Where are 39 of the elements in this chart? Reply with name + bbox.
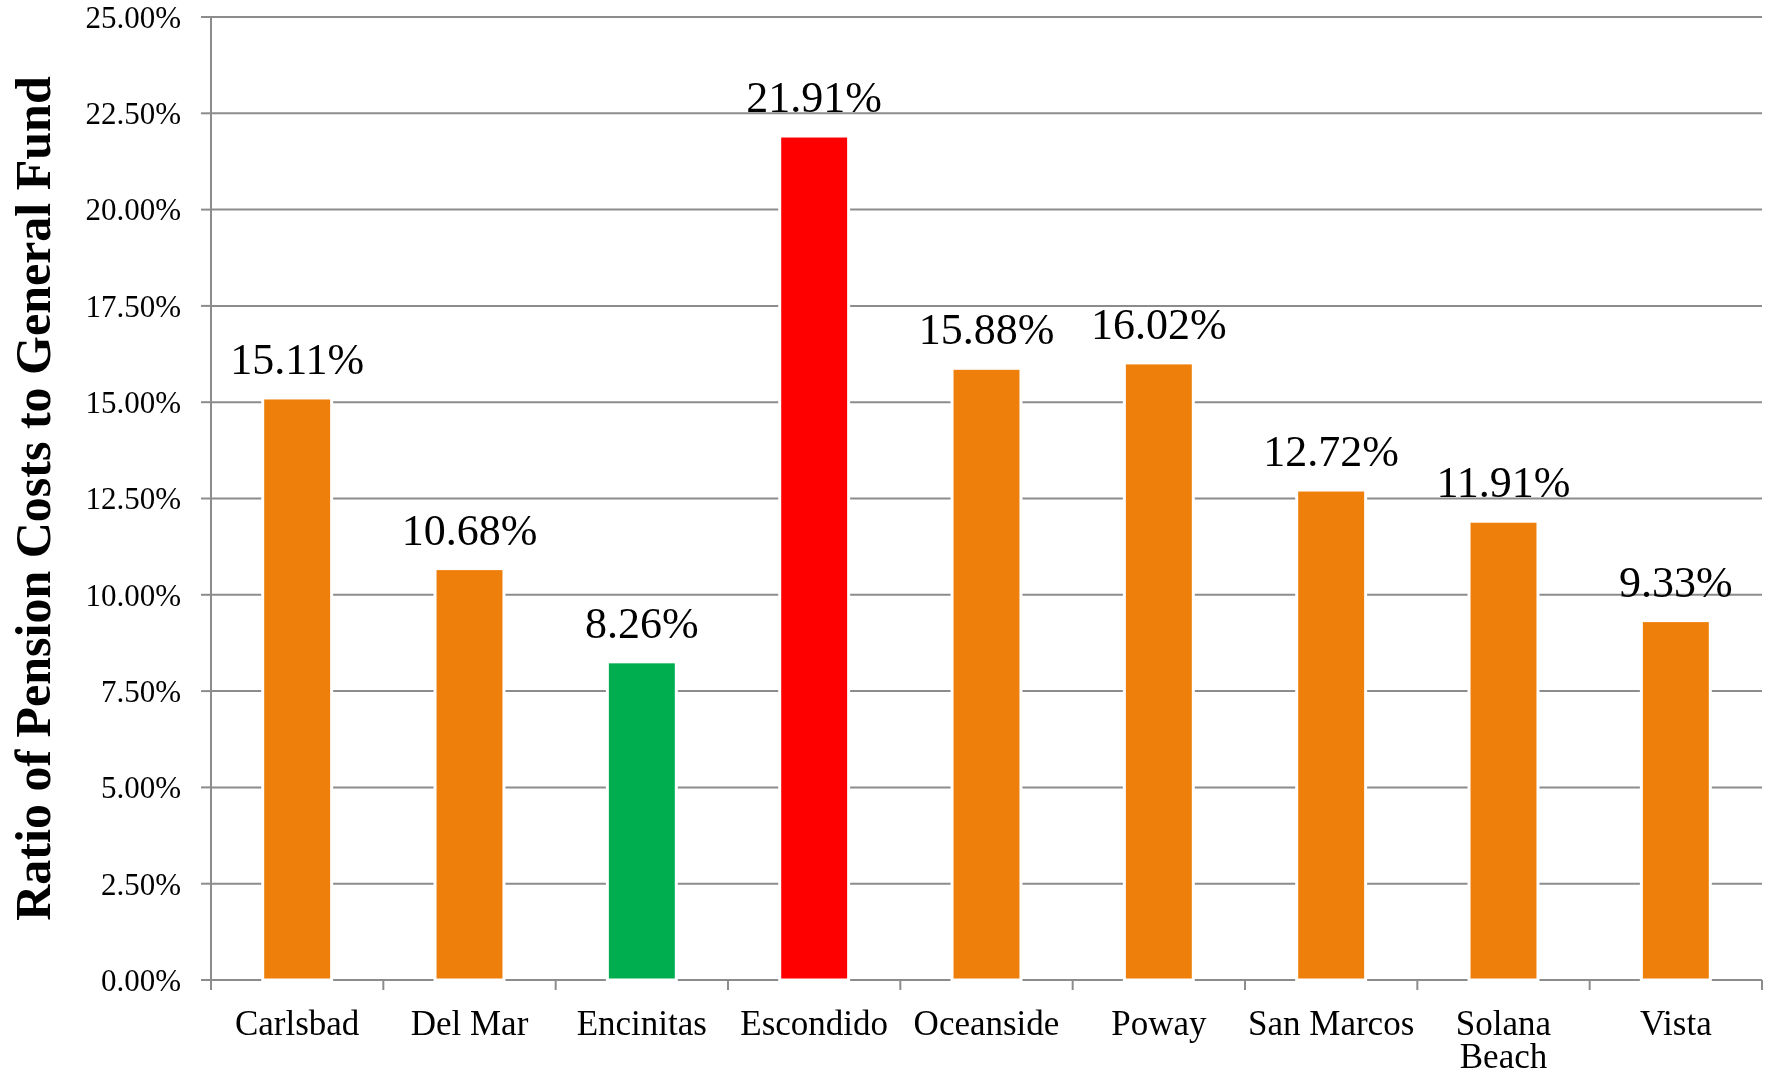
data-label: 15.88% — [918, 305, 1055, 355]
y-tick-label: 17.50% — [85, 288, 181, 324]
y-tick-label: 12.50% — [85, 481, 181, 517]
bar — [1467, 519, 1540, 982]
bar — [1122, 361, 1195, 982]
bar — [433, 567, 506, 982]
data-label: 15.11% — [230, 334, 365, 384]
data-label: 16.02% — [1091, 299, 1227, 349]
x-tick-label: Del Mar — [410, 1004, 529, 1043]
x-tick-label: San Marcos — [1248, 1004, 1415, 1043]
y-tick-label: 25.00% — [85, 0, 181, 35]
data-label: 10.68% — [401, 505, 538, 555]
y-tick-label: 7.50% — [100, 673, 181, 709]
bar — [1639, 619, 1712, 982]
data-label: 12.72% — [1263, 427, 1399, 477]
data-label: 11.91% — [1436, 458, 1571, 508]
x-tick-label: Vista — [1639, 1004, 1713, 1043]
data-label: 9.33% — [1619, 557, 1733, 607]
y-tick-label: 20.00% — [85, 192, 181, 228]
x-tick-label: Oceanside — [913, 1004, 1060, 1043]
y-axis-title: Ratio of Pension Costs to General Fund — [4, 76, 61, 921]
y-tick-label: 5.00% — [100, 770, 181, 806]
y-tick-label: 0.00% — [100, 962, 181, 998]
data-label: 21.91% — [746, 73, 882, 123]
y-tick-label: 15.00% — [85, 385, 181, 421]
x-tick-label: Escondido — [740, 1004, 889, 1043]
y-tick-label: 10.00% — [85, 577, 181, 613]
bar — [261, 396, 334, 982]
bar — [1295, 488, 1368, 982]
x-tick-label: Carlsbad — [234, 1004, 360, 1043]
x-tick-label: Solana Beach — [1455, 1004, 1552, 1076]
x-tick-label: Encinitas — [576, 1004, 707, 1043]
data-label: 8.26% — [585, 598, 699, 648]
bar — [778, 134, 851, 982]
y-tick-label: 22.50% — [85, 96, 181, 132]
bar — [605, 660, 678, 982]
x-tick-label: Poway — [1111, 1004, 1207, 1043]
y-tick-label: 2.50% — [100, 866, 181, 902]
bar — [950, 366, 1023, 982]
